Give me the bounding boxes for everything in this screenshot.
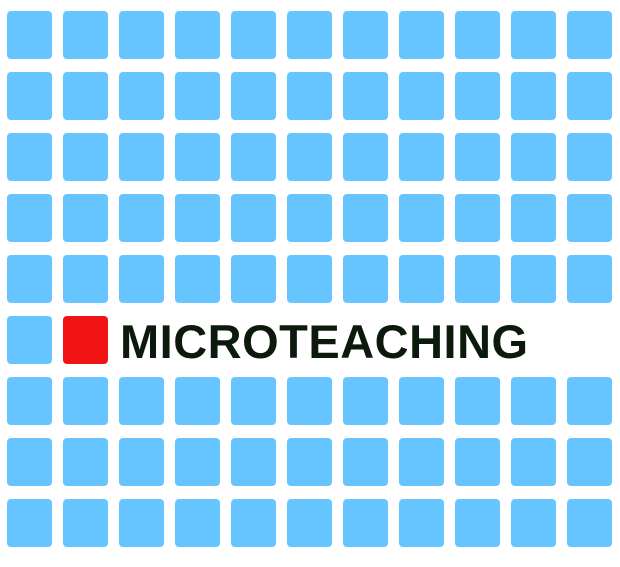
grid-tile: [455, 377, 500, 425]
grid-tile: [231, 438, 276, 486]
grid-tile: [175, 194, 220, 242]
grid-tile: [119, 499, 164, 547]
grid-tile: [343, 72, 388, 120]
accent-tile: [63, 316, 108, 364]
grid-tile: [175, 438, 220, 486]
grid-tile: [455, 133, 500, 181]
grid-tile: [175, 133, 220, 181]
grid-tile: [567, 377, 612, 425]
grid-tile: [119, 11, 164, 59]
grid-tile: [399, 133, 444, 181]
grid-tile: [175, 11, 220, 59]
grid-tile: [175, 499, 220, 547]
grid-tile: [287, 499, 332, 547]
grid-tile: [175, 72, 220, 120]
grid-tile: [511, 133, 556, 181]
grid-tile: [343, 438, 388, 486]
grid-tile: [63, 499, 108, 547]
grid-tile: [343, 255, 388, 303]
grid-tile: [511, 255, 556, 303]
grid-tile: [231, 255, 276, 303]
grid-tile: [567, 499, 612, 547]
grid-tile: [231, 499, 276, 547]
grid-tile: [343, 499, 388, 547]
grid-tile: [399, 377, 444, 425]
grid-tile: [399, 72, 444, 120]
grid-tile: [287, 377, 332, 425]
grid-tile: [231, 11, 276, 59]
grid-tile: [63, 11, 108, 59]
grid-tile: [567, 194, 612, 242]
grid-tile: [231, 377, 276, 425]
grid-tile: [7, 194, 52, 242]
grid-tile: [455, 11, 500, 59]
grid-tile: [567, 438, 612, 486]
grid-tile: [567, 133, 612, 181]
grid-tile: [7, 316, 52, 364]
grid-tile: [511, 499, 556, 547]
grid-tile: [119, 133, 164, 181]
grid-tile: [231, 72, 276, 120]
grid-tile: [343, 377, 388, 425]
grid-tile: [63, 194, 108, 242]
logo-wordmark: MICROTEACHING: [120, 315, 529, 368]
grid-tile: [399, 255, 444, 303]
grid-tile: [567, 11, 612, 59]
grid-tile: [119, 194, 164, 242]
grid-tile: [399, 11, 444, 59]
grid-tile: [175, 377, 220, 425]
grid-tile: [343, 133, 388, 181]
grid-tile: [7, 133, 52, 181]
grid-tile: [287, 133, 332, 181]
grid-tile: [63, 133, 108, 181]
grid-tile: [343, 194, 388, 242]
grid-tile: [7, 438, 52, 486]
grid-tile: [119, 438, 164, 486]
grid-tile: [231, 133, 276, 181]
grid-tile: [455, 72, 500, 120]
grid-tile: [511, 11, 556, 59]
grid-tile: [231, 194, 276, 242]
grid-tile: [567, 255, 612, 303]
grid-tile: [175, 255, 220, 303]
grid-tile: [399, 194, 444, 242]
grid-tile: [399, 438, 444, 486]
grid-tile: [287, 11, 332, 59]
grid-tile: [455, 255, 500, 303]
grid-tile: [63, 377, 108, 425]
grid-tile: [119, 255, 164, 303]
grid-tile: [287, 438, 332, 486]
grid-tile: [63, 438, 108, 486]
grid-tile: [399, 499, 444, 547]
grid-tile: [455, 438, 500, 486]
grid-tile: [287, 255, 332, 303]
grid-tile: [511, 194, 556, 242]
grid-tile: [119, 72, 164, 120]
grid-tile: [511, 438, 556, 486]
grid-tile: [7, 72, 52, 120]
grid-tile: [7, 499, 52, 547]
grid-tile: [287, 194, 332, 242]
grid-tile: [287, 72, 332, 120]
grid-tile: [63, 72, 108, 120]
grid-tile: [343, 11, 388, 59]
grid-tile: [7, 255, 52, 303]
grid-tile: [455, 499, 500, 547]
grid-tile: [63, 255, 108, 303]
grid-tile: [567, 72, 612, 120]
grid-tile: [7, 377, 52, 425]
grid-tile: [511, 72, 556, 120]
grid-tile: [511, 377, 556, 425]
grid-tile: [119, 377, 164, 425]
grid-tile: [7, 11, 52, 59]
grid-tile: [455, 194, 500, 242]
